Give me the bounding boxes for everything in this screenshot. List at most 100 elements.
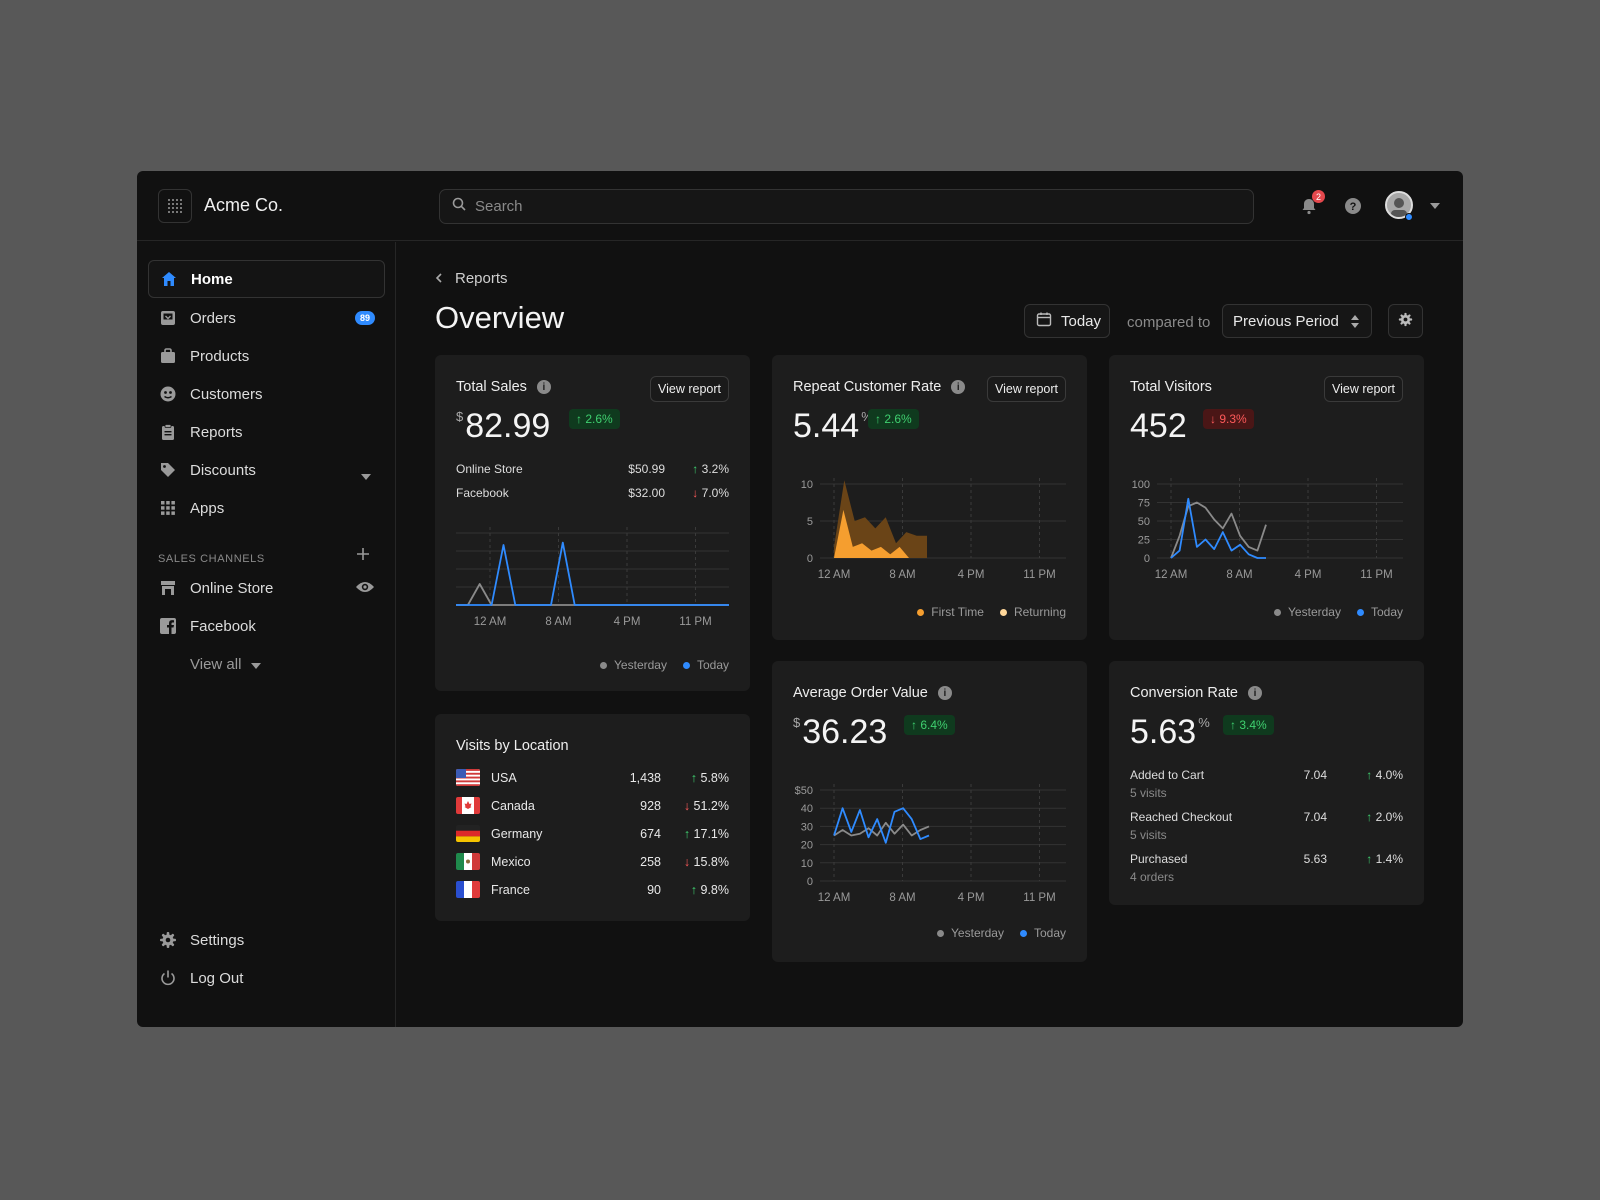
info-icon[interactable]: i <box>937 686 952 700</box>
notifications-bell-icon[interactable]: 2 <box>1297 190 1325 218</box>
sidebar-item-label: Reports <box>190 423 243 441</box>
date-range-label: Today <box>1061 312 1102 330</box>
date-range-button[interactable]: Today <box>1024 304 1110 338</box>
store-icon <box>158 578 178 598</box>
page-title: Overview <box>435 300 565 335</box>
sidebar-item-facebook[interactable]: Facebook <box>148 607 385 645</box>
sidebar-item-settings[interactable]: Settings <box>148 921 385 959</box>
y-tick-label: 50 <box>1138 516 1150 528</box>
location-row: France 90 ↑ 9.8% <box>456 881 729 901</box>
breadcrumb[interactable]: Reports <box>435 270 508 287</box>
comparison-period-value: Previous Period <box>1233 312 1339 330</box>
notifications-count-badge: 2 <box>1312 190 1325 203</box>
today-series-line <box>456 541 729 606</box>
sidebar-item-label: Home <box>191 270 233 288</box>
sidebar-item-label: Online Store <box>190 579 274 597</box>
x-tick-label: 8 AM <box>889 569 915 581</box>
germany-flag-icon <box>456 825 480 842</box>
y-tick-label: 20 <box>801 840 813 852</box>
sidebar-item-online-store[interactable]: Online Store <box>148 569 385 607</box>
sidebar-item-products[interactable]: Products <box>148 337 385 375</box>
view-all-label: View all <box>190 655 242 673</box>
x-tick-label: 4 PM <box>614 616 641 628</box>
arrow-down-icon: ↓ <box>692 486 699 500</box>
breadcrumb-label: Reports <box>455 270 508 287</box>
view-report-button[interactable]: View report <box>987 376 1066 402</box>
y-tick-label: 10 <box>801 479 813 491</box>
sidebar-item-label: Orders <box>190 309 236 327</box>
view-all-chevron-down-icon <box>251 656 262 673</box>
view-all-channels[interactable]: View all <box>148 645 385 683</box>
facebook-icon <box>158 616 178 636</box>
x-tick-label: 11 PM <box>1360 569 1392 581</box>
sidebar-item-reports[interactable]: Reports <box>148 413 385 451</box>
sidebar-item-label: Discounts <box>190 461 256 479</box>
visits-by-location-card: Visits by Location USA 1,438 ↑ 5.8% Cana… <box>435 714 750 921</box>
conversion-rate-value: 5.63 % <box>1130 713 1210 751</box>
x-tick-label: 11 PM <box>1023 569 1055 581</box>
card-title: Average Order Value <box>793 685 928 701</box>
brand-name: Acme Co. <box>204 195 284 215</box>
chart-legend: Yesterday Today <box>937 926 1066 940</box>
customers-icon <box>158 384 178 404</box>
funnel-row: Reached Checkout 5 visits 7.04 ↑ 2.0% <box>1130 810 1403 842</box>
sales-channel-row: Facebook $32.00 ↓ 7.0% <box>456 486 729 500</box>
conversion-rate-card: Conversion Rate i 5.63 % ↑ 3.4% Added to… <box>1109 661 1424 905</box>
y-tick-label: 0 <box>1144 553 1150 565</box>
repeat-rate-chart: 10 5 0 12 AM 8 AM 4 PM 11 PM <box>801 478 1066 581</box>
first-time-area <box>834 509 909 558</box>
arrow-up-icon: ↑ <box>1366 852 1373 866</box>
discounts-chevron-down-icon[interactable] <box>361 467 371 484</box>
settings-button[interactable] <box>1388 304 1423 338</box>
help-icon[interactable]: ? <box>1341 194 1365 218</box>
view-report-button[interactable]: View report <box>1324 376 1403 402</box>
main-content: Reports Overview Today compared to Previ… <box>397 242 1463 1027</box>
sidebar-item-customers[interactable]: Customers <box>148 375 385 413</box>
canada-flag-icon <box>456 797 480 814</box>
x-tick-label: 8 AM <box>889 892 915 904</box>
select-arrows-icon <box>1351 315 1359 332</box>
total-visitors-delta-badge: ↓ 9.3% <box>1203 409 1254 429</box>
eye-icon[interactable] <box>355 580 375 598</box>
info-icon[interactable]: i <box>951 380 966 394</box>
sidebar-item-apps[interactable]: Apps <box>148 489 385 527</box>
y-tick-label: 0 <box>807 876 813 888</box>
add-channel-plus-icon[interactable] <box>356 547 370 566</box>
sidebar-item-discounts[interactable]: Discounts <box>148 451 385 489</box>
card-title: Total Visitors <box>1130 379 1212 395</box>
mexico-flag-icon <box>456 853 480 870</box>
france-flag-icon <box>456 881 480 898</box>
x-tick-label: 12 AM <box>1155 569 1188 581</box>
sales-channel-row: Online Store $50.99 ↑ 3.2% <box>456 462 729 476</box>
card-title: Total Sales <box>456 379 527 395</box>
sidebar-item-home[interactable]: Home <box>148 260 385 298</box>
svg-text:?: ? <box>1350 201 1357 213</box>
compared-to-label: compared to <box>1127 314 1211 331</box>
y-tick-label: 25 <box>1138 535 1150 547</box>
info-icon[interactable]: i <box>536 380 551 394</box>
view-report-button[interactable]: View report <box>650 376 729 402</box>
arrow-up-icon: ↑ <box>690 771 698 785</box>
y-tick-label: $50 <box>795 785 813 797</box>
total-sales-card: Total Sales i View report $ 82.99 ↑ 2.6%… <box>435 355 750 691</box>
repeat-rate-value: 5.44 % <box>793 407 873 445</box>
card-title: Repeat Customer Rate <box>793 379 942 395</box>
total-visitors-chart: 100 75 50 25 0 12 AM 8 AM 4 PM 11 PM <box>1132 478 1403 581</box>
sidebar-item-logout[interactable]: Log Out <box>148 959 385 997</box>
sales-channels-heading: SALES CHANNELS <box>158 553 265 565</box>
arrow-up-icon: ↑ <box>683 827 691 841</box>
avg-order-value: $ 36.23 <box>793 713 888 751</box>
y-tick-label: 100 <box>1132 479 1150 491</box>
info-icon[interactable]: i <box>1248 686 1262 700</box>
search-input[interactable]: Search <box>439 189 1254 224</box>
chart-legend: Yesterday Today <box>1274 605 1403 619</box>
sidebar-item-orders[interactable]: Orders 89 <box>148 299 385 337</box>
sidebar-item-label: Customers <box>190 385 263 403</box>
top-bar: Acme Co. Search 2 ? <box>137 171 1463 241</box>
account-chevron-down-icon[interactable] <box>1423 194 1447 218</box>
comparison-period-select[interactable]: Previous Period <box>1222 304 1372 338</box>
returning-area <box>834 480 927 558</box>
chevron-left-icon <box>435 270 443 287</box>
apps-grid-icon[interactable] <box>158 189 192 223</box>
arrow-up-icon: ↑ <box>1366 768 1373 782</box>
